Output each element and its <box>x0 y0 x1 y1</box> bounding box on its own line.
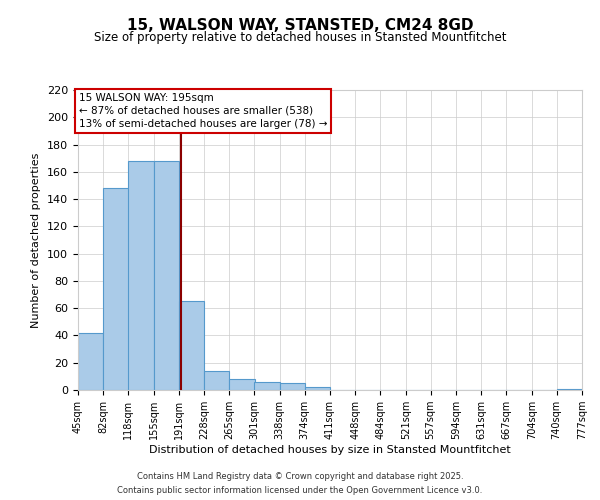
Y-axis label: Number of detached properties: Number of detached properties <box>31 152 41 328</box>
Text: Contains public sector information licensed under the Open Government Licence v3: Contains public sector information licen… <box>118 486 482 495</box>
Bar <box>254 382 280 390</box>
Bar <box>204 371 229 390</box>
Bar <box>128 161 154 390</box>
Text: Size of property relative to detached houses in Stansted Mountfitchet: Size of property relative to detached ho… <box>94 31 506 44</box>
Bar <box>103 188 129 390</box>
Bar <box>557 388 582 390</box>
Bar <box>305 388 330 390</box>
Bar <box>229 379 255 390</box>
X-axis label: Distribution of detached houses by size in Stansted Mountfitchet: Distribution of detached houses by size … <box>149 445 511 455</box>
Bar <box>154 161 179 390</box>
Bar <box>280 383 305 390</box>
Bar <box>179 302 204 390</box>
Bar <box>78 332 103 390</box>
Text: 15, WALSON WAY, STANSTED, CM24 8GD: 15, WALSON WAY, STANSTED, CM24 8GD <box>127 18 473 32</box>
Text: Contains HM Land Registry data © Crown copyright and database right 2025.: Contains HM Land Registry data © Crown c… <box>137 472 463 481</box>
Text: 15 WALSON WAY: 195sqm
← 87% of detached houses are smaller (538)
13% of semi-det: 15 WALSON WAY: 195sqm ← 87% of detached … <box>79 92 327 129</box>
